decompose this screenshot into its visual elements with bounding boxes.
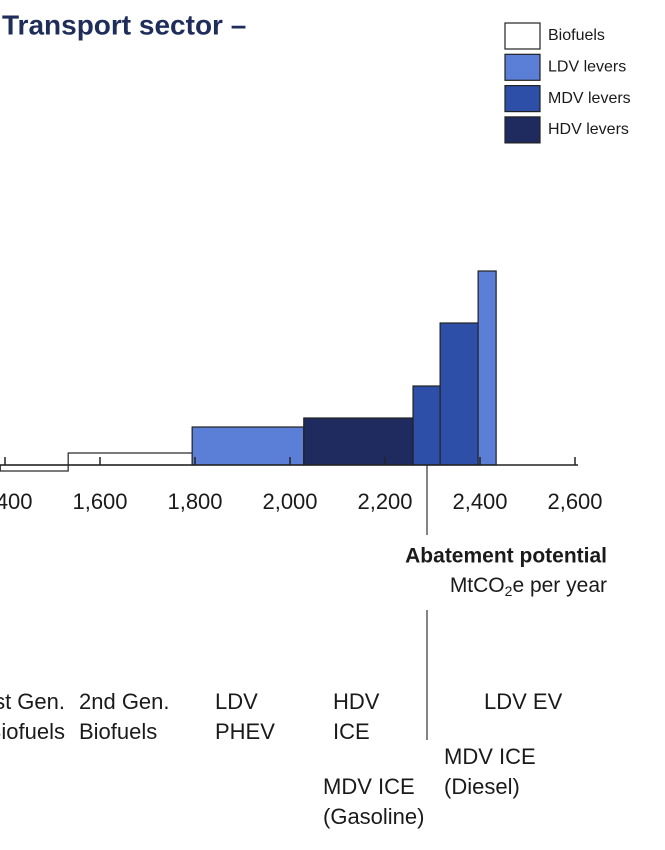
bar (303, 417, 414, 466)
x-tick-label: 1,400 (0, 489, 33, 514)
bar (191, 426, 305, 466)
category-label: (Gasoline) (323, 804, 424, 829)
x-tick-label: 2,400 (452, 489, 507, 514)
x-tick-label: 1,800 (167, 489, 222, 514)
bar (477, 270, 497, 466)
x-tick-label: 2,200 (357, 489, 412, 514)
unit-part: e per year (512, 574, 607, 597)
x-tick-label: 1,600 (72, 489, 127, 514)
x-axis-label: Abatement potential (405, 545, 607, 568)
category-label: (Diesel) (444, 774, 520, 799)
category-label: PHEV (215, 719, 275, 744)
x-tick-label: 2,000 (262, 489, 317, 514)
unit-subscript: 2 (505, 583, 513, 599)
category-label: 1st Gen. (0, 689, 65, 714)
category-label: Biofuels (79, 719, 157, 744)
legend-swatch (504, 22, 541, 50)
legend-swatch (504, 116, 541, 144)
category-label: 2nd Gen. (79, 689, 170, 714)
legend-label: HDV levers (548, 121, 629, 138)
category-label: MDV ICE (444, 744, 536, 769)
legend-label: LDV levers (548, 59, 626, 76)
category-label: ICE (333, 719, 370, 744)
category-label: LDV (215, 689, 258, 714)
bar (67, 452, 193, 466)
chart-title: Transport sector – (2, 9, 246, 40)
legend-swatch (504, 84, 541, 113)
legend-label: MDV levers (548, 90, 631, 107)
x-axis-unit: MtCO2e per year (450, 574, 607, 599)
legend-label: Biofuels (548, 27, 605, 44)
category-label: HDV (333, 689, 380, 714)
bar (412, 385, 441, 466)
x-tick-label: 2,600 (547, 489, 602, 514)
category-label: LDV EV (484, 689, 563, 714)
category-label: MDV ICE (323, 774, 415, 799)
bar (439, 322, 479, 466)
unit-part: MtCO (450, 574, 505, 597)
legend-swatch (504, 53, 541, 81)
category-label: Biofuels (0, 719, 65, 744)
bar (0, 464, 69, 472)
